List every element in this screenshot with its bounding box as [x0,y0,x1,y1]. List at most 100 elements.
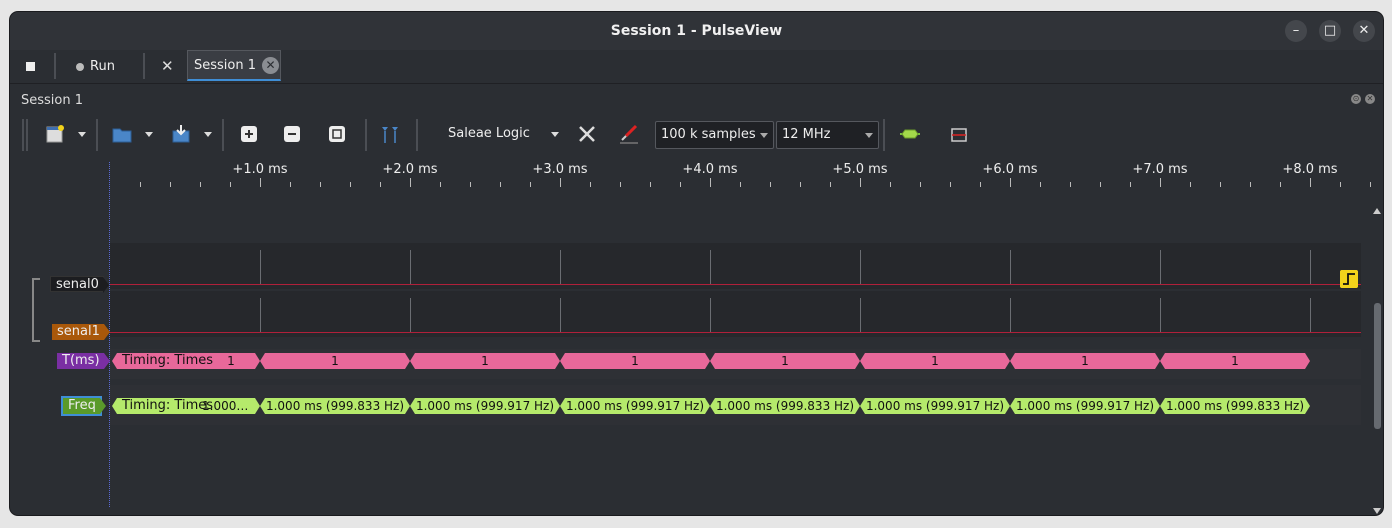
ruler-label: +8.0 ms [1282,162,1337,177]
title-bar: Session 1 - PulseView – □ ✕ [10,12,1383,51]
edge-line [1160,250,1161,284]
ruler-label: +6.0 ms [982,162,1037,177]
times-annotation[interactable]: 1 [560,353,710,369]
trigger-rising-edge-icon[interactable] [1340,270,1358,288]
new-view-icon[interactable] [44,123,66,145]
open-icon[interactable] [111,123,133,145]
times-annotation[interactable]: 1 [1010,353,1160,369]
edge-line [860,298,861,332]
ruler-tick [740,182,741,187]
ruler-tick [1070,182,1071,187]
ruler-tick [680,182,681,187]
chevron-down-icon[interactable] [78,132,86,137]
dock-close-icon[interactable]: ✕ [1365,94,1375,104]
add-decoder-icon[interactable] [899,123,921,145]
dock-float-icon[interactable]: ⊙ [1351,94,1361,104]
ruler-tick [1310,178,1311,187]
main-window: Session 1 - PulseView – □ ✕ Run ✕ Sessio… [10,12,1383,515]
edge-line [1310,250,1311,284]
chevron-down-icon[interactable] [145,132,153,137]
freq-annotation[interactable]: 1.000 ms (999.833 Hz) [710,398,860,414]
probe-icon[interactable] [618,123,640,145]
freq-annotation[interactable]: 1.000 ms (999.833 Hz) [260,398,410,414]
ruler-tick [920,182,921,187]
chevron-down-icon [760,133,768,138]
ruler-tick [950,182,951,187]
math-channel-icon[interactable] [948,123,970,145]
ruler-tick [170,182,171,187]
edge-line [1010,298,1011,332]
decoder-label-tms[interactable]: T(ms) [57,353,104,369]
ruler-tick [1190,182,1191,187]
signal-label-senal1[interactable]: senal1 [52,324,104,340]
minimize-button[interactable]: – [1285,20,1307,42]
times-annotation[interactable]: 1 [860,353,1010,369]
edge-line [560,250,561,284]
ruler-tick [260,178,261,187]
ruler-label: +2.0 ms [382,162,437,177]
zoom-fit-icon[interactable] [326,123,348,145]
ruler-tick [560,178,561,187]
toolbar-grip [22,119,24,151]
times-annotation[interactable]: 1 [260,353,410,369]
scroll-up-icon[interactable] [1373,208,1381,214]
chevron-down-icon[interactable] [551,132,559,137]
divider [222,119,224,151]
save-icon[interactable] [170,123,192,145]
edge-line [710,298,711,332]
cursor-icon[interactable] [379,123,401,145]
configure-icon[interactable] [576,123,598,145]
ruler-tick [800,182,801,187]
ruler-label: +3.0 ms [532,162,587,177]
tab-session-1[interactable]: Session 1 ✕ [187,50,281,81]
tools-icon[interactable]: ✕ [161,57,174,75]
ruler-label: +5.0 ms [832,162,887,177]
tab-close-icon[interactable]: ✕ [262,57,279,74]
ruler-tick [1370,182,1371,187]
ruler-tick [530,182,531,187]
time-ruler[interactable]: +1.0 ms +2.0 ms +3.0 ms +4.0 ms +5.0 ms … [109,157,1371,207]
ruler-tick [1280,182,1281,187]
decoder-label-freq[interactable]: Freq [63,398,100,414]
freq-annotation[interactable]: 1.000 ms (999.833 Hz) [1160,398,1310,414]
ruler-tick [290,182,291,187]
group-bracket [32,278,40,342]
ruler-tick [410,178,411,187]
zoom-in-icon[interactable] [238,123,260,145]
ruler-tick [440,182,441,187]
stop-icon[interactable] [26,62,35,71]
edge-line [260,250,261,284]
zoom-out-icon[interactable] [281,123,303,145]
edge-line [560,298,561,332]
scroll-down-icon[interactable] [1373,508,1381,514]
ruler-label: +4.0 ms [682,162,737,177]
ruler-tick [470,182,471,187]
times-annotation[interactable]: 1 [410,353,560,369]
sample-count-select[interactable]: 100 k samples [655,121,774,149]
freq-annotation[interactable]: 1.000 ms (999.917 Hz) [1010,398,1160,414]
ruler-tick [1010,178,1011,187]
close-button[interactable]: ✕ [1353,20,1375,42]
freq-annotation[interactable]: 1.000 ms (999.917 Hz) [860,398,1010,414]
freq-annotation[interactable]: 1.000 ms (999.917 Hz) [410,398,560,414]
times-annotation[interactable]: 1 [1160,353,1310,369]
device-selector[interactable]: Saleae Logic [448,126,530,141]
freq-annotation[interactable]: 1.000 ms (999.917 Hz) [560,398,710,414]
times-annotation[interactable]: 1 [710,353,860,369]
chevron-down-icon[interactable] [204,132,212,137]
edge-line [410,250,411,284]
divider [143,53,145,79]
run-button[interactable]: Run [76,59,115,74]
dock-controls: ⊙ ✕ [1351,94,1375,104]
scrollbar-thumb[interactable] [1374,303,1381,429]
maximize-button[interactable]: □ [1319,20,1341,42]
divider [416,119,418,151]
vertical-scrollbar[interactable] [1373,208,1381,515]
sample-rate-select[interactable]: 12 MHz [776,121,879,149]
signal-label-senal0[interactable]: senal0 [50,276,104,292]
toolbar: Saleae Logic 100 k samples 12 MHz [10,115,1383,155]
edge-line [710,250,711,284]
ruler-tick [500,182,501,187]
session-header: Session 1 [21,93,83,108]
ruler-tick [830,182,831,187]
